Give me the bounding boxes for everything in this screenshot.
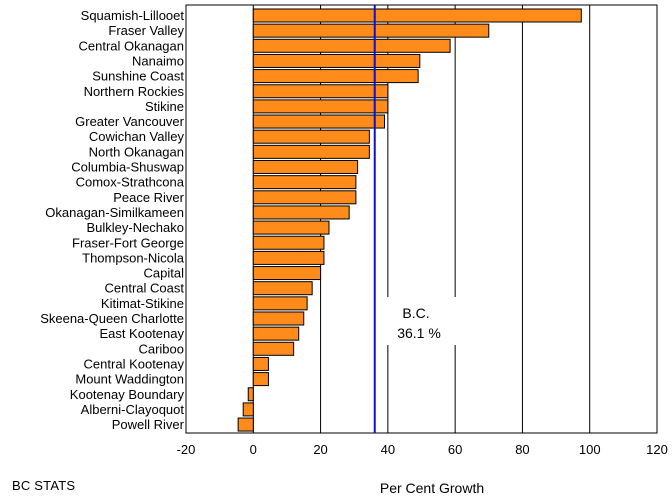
x-tick-label: 60 xyxy=(448,442,462,457)
bar xyxy=(252,175,357,190)
category-label: North Okanagan xyxy=(89,144,184,159)
reference-label-name: B.C. xyxy=(402,305,429,321)
category-label: Alberni-Clayoquot xyxy=(81,402,185,417)
bar xyxy=(252,144,370,159)
bars xyxy=(237,8,582,432)
category-label: Sunshine Coast xyxy=(92,69,184,84)
category-label: Peace River xyxy=(113,190,184,205)
category-label: Capital xyxy=(144,266,185,281)
x-axis-title: Per Cent Growth xyxy=(380,480,484,496)
bar xyxy=(252,129,370,144)
reference-line-group: B.C. 36.1 % xyxy=(373,5,456,433)
bar xyxy=(252,114,385,129)
category-label: Nanaimo xyxy=(132,53,184,68)
bar xyxy=(252,205,350,220)
category-label: Columbia-Shuswap xyxy=(71,160,184,175)
bar xyxy=(252,296,308,311)
x-tick-label: 0 xyxy=(250,442,257,457)
category-label: Central Okanagan xyxy=(78,38,184,53)
bar xyxy=(252,8,582,23)
bar xyxy=(252,250,325,265)
bar xyxy=(252,190,357,205)
x-tick-label: 100 xyxy=(579,442,601,457)
category-label: Okanagan-Similkameen xyxy=(45,205,184,220)
category-label: Squamish-Lillooet xyxy=(81,8,185,23)
category-label: Northern Rockies xyxy=(84,84,185,99)
category-label: Greater Vancouver xyxy=(75,114,185,129)
bar xyxy=(252,99,389,114)
bar xyxy=(252,69,419,84)
bar xyxy=(252,53,421,68)
bar xyxy=(252,160,359,174)
category-label: Fraser Valley xyxy=(108,23,184,38)
bar xyxy=(252,311,305,326)
category-label: Mount Waddington xyxy=(75,372,184,387)
category-label: Kitimat-Stikine xyxy=(101,296,184,311)
category-label: Fraser-Fort George xyxy=(72,235,184,250)
bar xyxy=(242,402,254,417)
category-label: Thompson-Nicola xyxy=(82,250,185,265)
category-label: Comox-Strathcona xyxy=(76,175,185,190)
bar xyxy=(252,38,451,53)
bar xyxy=(252,266,322,281)
category-label: Central Coast xyxy=(105,281,185,296)
bar xyxy=(252,220,330,235)
plot-frame xyxy=(185,4,658,434)
bar xyxy=(252,235,325,250)
category-label: Central Kootenay xyxy=(84,356,185,371)
category-label: Cariboo xyxy=(138,341,184,356)
category-label: Powell River xyxy=(112,417,185,432)
reference-label-value: 36.1 % xyxy=(397,325,441,341)
bar xyxy=(252,23,490,38)
category-label: Skeena-Queen Charlotte xyxy=(40,311,184,326)
category-label: Kootenay Boundary xyxy=(70,387,185,402)
bar xyxy=(252,356,269,371)
bar xyxy=(252,372,269,387)
bar xyxy=(252,341,295,356)
category-label: East Kootenay xyxy=(99,326,184,341)
x-tick-label: 120 xyxy=(646,442,668,457)
bar xyxy=(252,281,313,296)
x-tick-label: -20 xyxy=(177,442,196,457)
source-label: BC STATS xyxy=(12,478,76,493)
x-tick-label: 40 xyxy=(381,442,395,457)
category-label: Cowichan Valley xyxy=(89,129,185,144)
bar xyxy=(237,417,254,432)
x-tick-label: 80 xyxy=(515,442,529,457)
category-label: Bulkley-Nechako xyxy=(86,220,184,235)
bar xyxy=(252,326,300,341)
bar xyxy=(247,387,254,402)
x-tick-labels: -20 0 20 40 60 80 100 120 xyxy=(177,442,668,457)
reference-label-background xyxy=(381,297,456,345)
category-label: Stikine xyxy=(145,99,184,114)
bar xyxy=(252,84,389,99)
x-tick-label: 20 xyxy=(313,442,327,457)
